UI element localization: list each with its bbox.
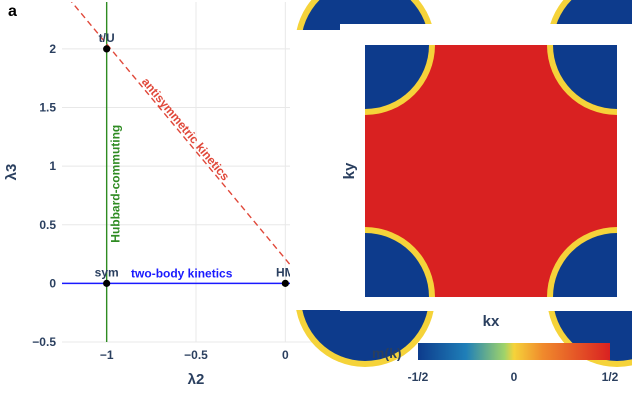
- x-axis-title: λ2: [188, 371, 205, 388]
- y-tick-label: 1: [49, 159, 56, 173]
- colorbar-tick-label: -1/2: [408, 370, 429, 384]
- series-label-two-body: two-body kinetics: [131, 266, 233, 280]
- x-tick-label: −0.5: [184, 348, 208, 362]
- point-t-u: [103, 45, 111, 53]
- point-sym: [103, 279, 111, 287]
- panel-label-a: a: [8, 3, 17, 20]
- heatmap-mask-top: [340, 24, 632, 45]
- heatmap-mask-bottom: [340, 297, 632, 311]
- grid: [62, 2, 330, 343]
- colorbar: [418, 343, 610, 360]
- point-label: t/U: [99, 31, 115, 45]
- order-parameter-heatmap: kx ky m(k) -1/2 0 1/2: [290, 0, 632, 384]
- point-label: sym: [95, 265, 119, 279]
- y-axis-title: λ3: [3, 164, 20, 181]
- heatmap-mask-right: [617, 30, 632, 310]
- y-tick-label: 0.5: [39, 218, 56, 232]
- heatmap-mask-left: [290, 30, 365, 310]
- series-label-hubbard: Hubbard-commuting: [109, 125, 123, 243]
- phase-diagram-chart: Hubbard-commuting two-body kinetics antisy…: [3, 2, 330, 388]
- colorbar-tick-label: 0: [511, 370, 518, 384]
- point-hm: [281, 279, 289, 287]
- heatmap-y-title: ky: [341, 162, 358, 179]
- series-label-antisymmetric: antisymmetric kinetics: [139, 75, 233, 184]
- heatmap-x-title: kx: [483, 313, 500, 330]
- x-tick-label: 0: [282, 348, 289, 362]
- y-ticks: −0.5 0 0.5 1 1.5 2: [32, 42, 56, 349]
- colorbar-ticks: -1/2 0 1/2: [408, 370, 619, 384]
- y-tick-label: −0.5: [32, 335, 56, 349]
- x-tick-label: −1: [100, 348, 114, 362]
- y-tick-label: 1.5: [39, 101, 56, 115]
- points: Hubbard-commuting two-body kinetics antisy…: [95, 31, 295, 287]
- colorbar-tick-label: 1/2: [602, 370, 619, 384]
- y-tick-label: 2: [49, 42, 56, 56]
- x-ticks: −1 −0.5 0: [100, 348, 289, 362]
- colorbar-title: m(k): [372, 345, 402, 361]
- y-tick-label: 0: [49, 276, 56, 290]
